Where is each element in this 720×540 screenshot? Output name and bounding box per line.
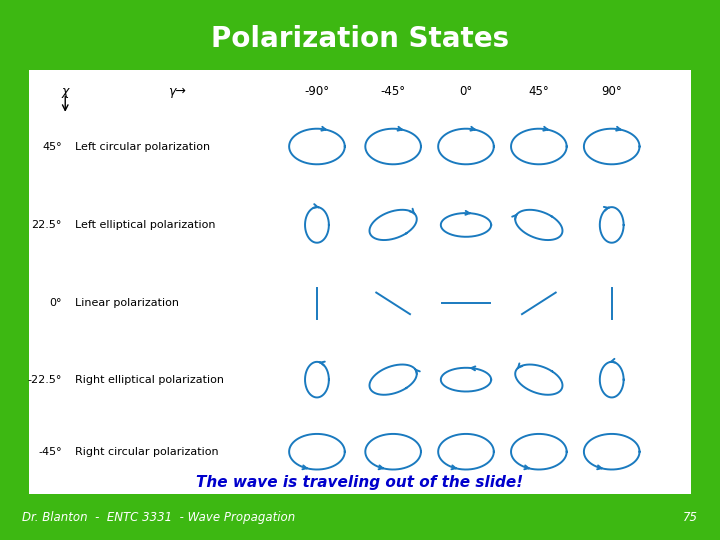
Text: -45°: -45°	[381, 85, 405, 98]
Text: Left circular polarization: Left circular polarization	[75, 141, 210, 152]
Text: Right circular polarization: Right circular polarization	[75, 447, 219, 457]
Text: 75: 75	[683, 510, 698, 524]
Text: Linear polarization: Linear polarization	[75, 298, 179, 308]
Text: 45°: 45°	[528, 85, 549, 98]
Text: 0°: 0°	[459, 85, 472, 98]
Text: χ: χ	[61, 85, 69, 98]
Text: 22.5°: 22.5°	[32, 220, 62, 230]
Text: The wave is traveling out of the slide!: The wave is traveling out of the slide!	[197, 475, 523, 490]
Text: Polarization States: Polarization States	[211, 25, 509, 53]
Text: γ→: γ→	[168, 85, 186, 98]
Text: Right elliptical polarization: Right elliptical polarization	[75, 375, 224, 384]
FancyBboxPatch shape	[19, 64, 701, 500]
Text: -90°: -90°	[305, 85, 330, 98]
Text: -45°: -45°	[38, 447, 62, 457]
Text: Left elliptical polarization: Left elliptical polarization	[75, 220, 216, 230]
Text: 90°: 90°	[601, 85, 622, 98]
Text: Dr. Blanton  -  ENTC 3331  - Wave Propagation: Dr. Blanton - ENTC 3331 - Wave Propagati…	[22, 510, 295, 524]
Text: 0°: 0°	[50, 298, 62, 308]
Text: 45°: 45°	[42, 141, 62, 152]
Text: -22.5°: -22.5°	[27, 375, 62, 384]
FancyBboxPatch shape	[2, 11, 718, 70]
